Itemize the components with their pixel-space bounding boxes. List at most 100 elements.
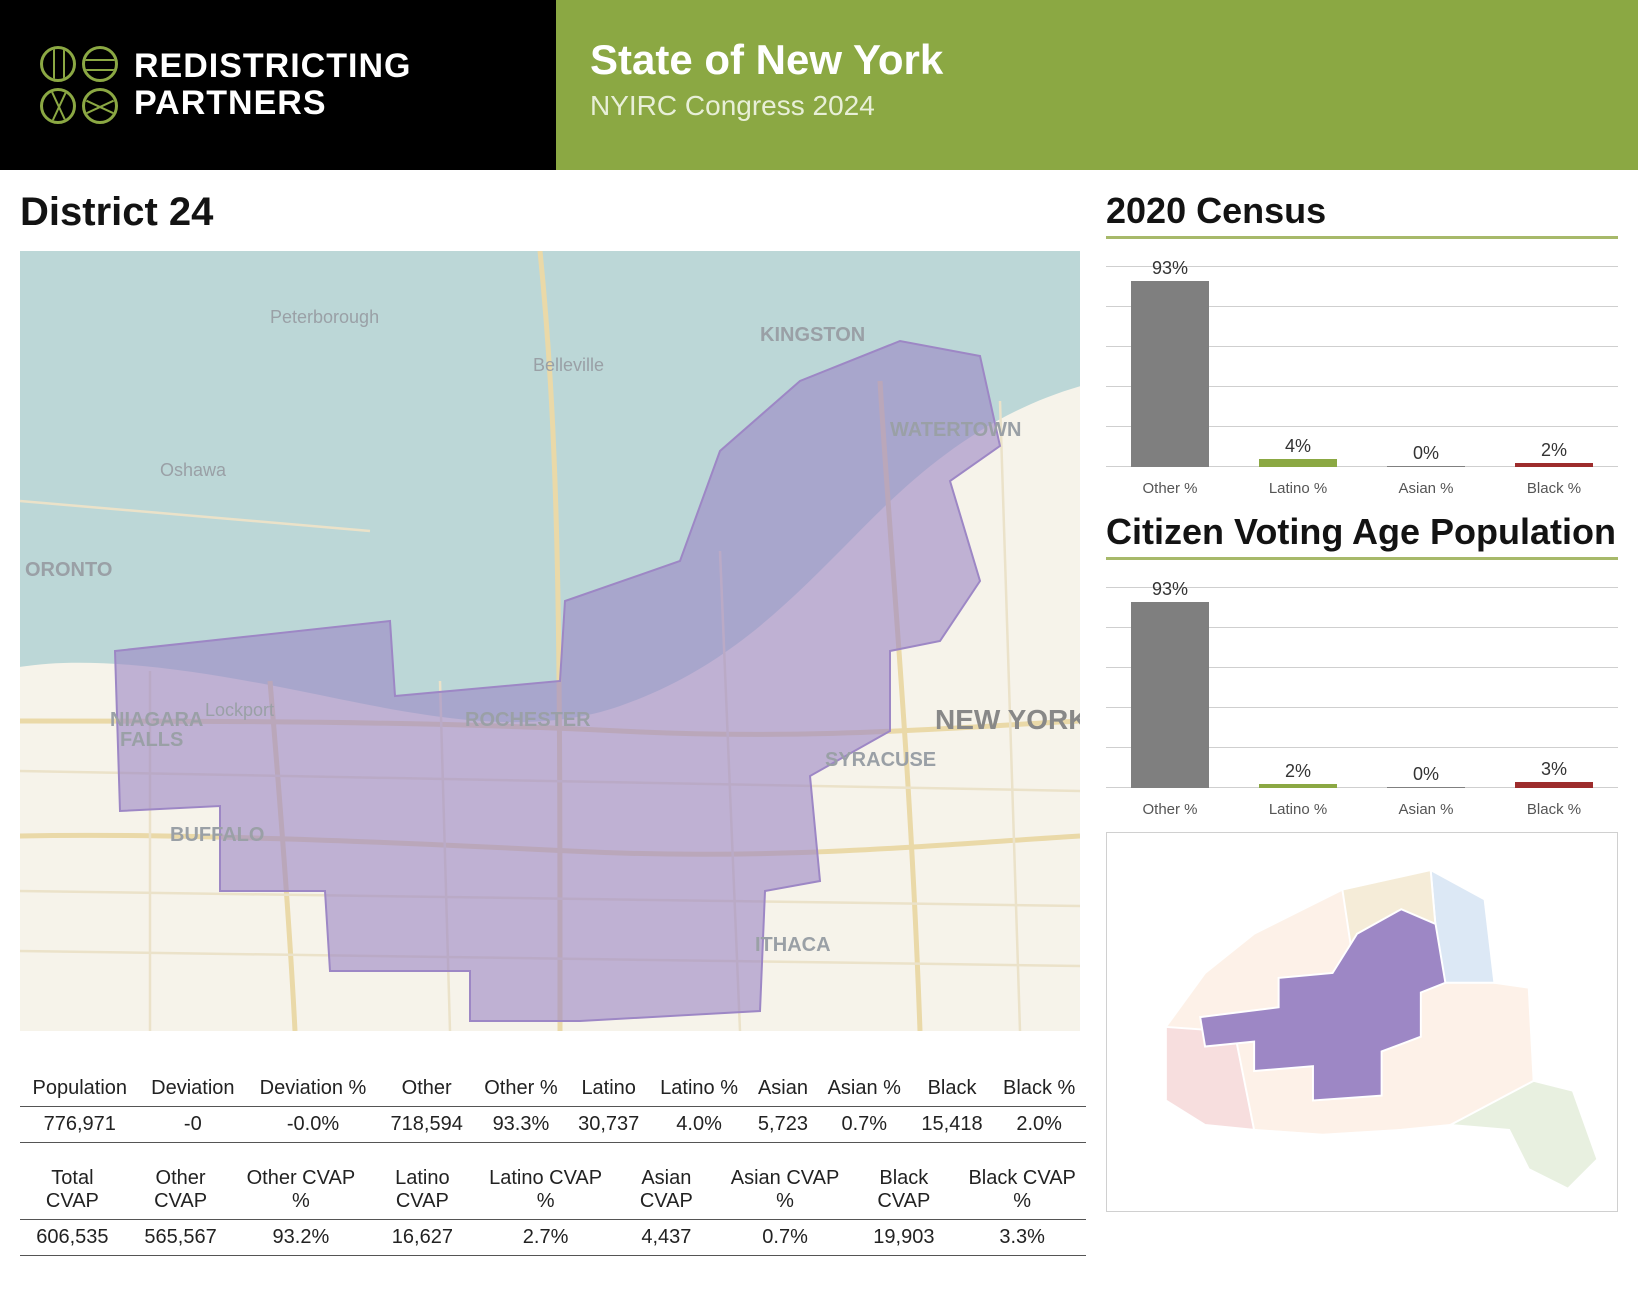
map-city-label: KINGSTON — [760, 324, 865, 346]
table-header: Latino CVAP — [365, 1161, 479, 1220]
axis-label: Latino % — [1234, 801, 1362, 818]
mini-map-svg — [1107, 833, 1617, 1211]
map-city-label: ORONTO — [25, 559, 112, 581]
table-header: Black CVAP — [849, 1161, 958, 1220]
population-table: PopulationDeviationDeviation %OtherOther… — [20, 1071, 1086, 1143]
table-header: Asian — [749, 1071, 817, 1107]
chart-bar: 3% — [1490, 588, 1618, 788]
table-header: Asian CVAP % — [721, 1161, 850, 1220]
table-cell: 19,903 — [849, 1220, 958, 1256]
chart-bar: 2% — [1490, 267, 1618, 467]
table-cell: 2.0% — [992, 1107, 1086, 1143]
axis-label: Asian % — [1362, 480, 1490, 497]
district-map: Peterborough Belleville KINGSTON WATERTOWN O… — [20, 251, 1080, 1031]
district-title: District 24 — [20, 190, 1086, 235]
table-cell: 0.7% — [817, 1107, 912, 1143]
axis-label: Black % — [1490, 801, 1618, 818]
table-header: Latino CVAP % — [479, 1161, 612, 1220]
logo-line1: REDISTRICTING — [134, 48, 411, 85]
table-cell: 15,418 — [912, 1107, 993, 1143]
table-cell: 2.7% — [479, 1220, 612, 1256]
map-city-label: NEW YORK — [935, 704, 1080, 735]
table-cell: 606,535 — [20, 1220, 125, 1256]
table-cell: 0.7% — [721, 1220, 850, 1256]
table-header: Other CVAP — [125, 1161, 237, 1220]
bar-value-label: 4% — [1234, 436, 1362, 457]
axis-label: Black % — [1490, 480, 1618, 497]
logo-block: REDISTRICTING PARTNERS — [0, 0, 556, 170]
table-header: Latino — [568, 1071, 649, 1107]
axis-label: Latino % — [1234, 480, 1362, 497]
table-cell: -0 — [140, 1107, 247, 1143]
table-cell: 4,437 — [612, 1220, 721, 1256]
right-column: 2020 Census 93%4%0%2%Other %Latino %Asia… — [1106, 190, 1618, 1274]
bar-value-label: 3% — [1490, 759, 1618, 780]
map-city-label: WATERTOWN — [890, 419, 1021, 441]
table-header: Black % — [992, 1071, 1086, 1107]
table-cell: 776,971 — [20, 1107, 140, 1143]
bar-value-label: 93% — [1106, 258, 1234, 279]
bar-value-label: 93% — [1106, 579, 1234, 600]
chart-bar: 0% — [1362, 588, 1490, 788]
table-cell: 565,567 — [125, 1220, 237, 1256]
logo-text: REDISTRICTING PARTNERS — [134, 48, 411, 123]
bar-value-label: 0% — [1362, 443, 1490, 464]
state-locator-map — [1106, 832, 1618, 1212]
table-header: Deviation % — [246, 1071, 380, 1107]
map-city-label: Peterborough — [270, 307, 379, 327]
cvap-bar-chart: 93%2%0%3%Other %Latino %Asian %Black % — [1106, 568, 1618, 818]
header-subtitle: NYIRC Congress 2024 — [590, 90, 1638, 122]
logo-line2: PARTNERS — [134, 85, 411, 122]
map-city-label: ITHACA — [755, 934, 831, 956]
logo-circle-icon — [82, 46, 118, 82]
logo-circle-icon — [82, 88, 118, 124]
header-title-block: State of New York NYIRC Congress 2024 — [556, 0, 1638, 170]
content: District 24 — [0, 170, 1638, 1294]
table-header: Asian % — [817, 1071, 912, 1107]
chart-bar: 2% — [1234, 588, 1362, 788]
table-header: Other % — [474, 1071, 569, 1107]
map-city-label: Belleville — [533, 355, 604, 375]
table-cell: 93.2% — [236, 1220, 365, 1256]
map-city-label: BUFFALO — [170, 824, 264, 846]
data-tables: PopulationDeviationDeviation %OtherOther… — [20, 1071, 1086, 1256]
chart-bar: 4% — [1234, 267, 1362, 467]
chart-bar: 93% — [1106, 588, 1234, 788]
table-header: Black CVAP % — [958, 1161, 1086, 1220]
table-header: Population — [20, 1071, 140, 1107]
logo-circle-icon — [40, 46, 76, 82]
table-header: Other — [380, 1071, 474, 1107]
map-svg: Peterborough Belleville KINGSTON WATERTOWN O… — [20, 251, 1080, 1031]
table-header: Black — [912, 1071, 993, 1107]
axis-label: Asian % — [1362, 801, 1490, 818]
table-cell: 4.0% — [649, 1107, 749, 1143]
table-cell: 3.3% — [958, 1220, 1086, 1256]
table-cell: 16,627 — [365, 1220, 479, 1256]
cvap-title: Citizen Voting Age Population — [1106, 511, 1618, 560]
map-city-label: Oshawa — [160, 460, 227, 480]
axis-label: Other % — [1106, 801, 1234, 818]
table-header: Deviation — [140, 1071, 247, 1107]
table-header: Total CVAP — [20, 1161, 125, 1220]
table-cell: 30,737 — [568, 1107, 649, 1143]
map-city-label: SYRACUSE — [825, 749, 936, 771]
table-cell: -0.0% — [246, 1107, 380, 1143]
table-header: Asian CVAP — [612, 1161, 721, 1220]
bar-value-label: 2% — [1234, 761, 1362, 782]
state-title: State of New York — [590, 36, 1638, 84]
bar-value-label: 0% — [1362, 764, 1490, 785]
left-column: District 24 — [20, 190, 1086, 1274]
chart-bar: 0% — [1362, 267, 1490, 467]
table-cell: 718,594 — [380, 1107, 474, 1143]
cvap-table: Total CVAPOther CVAPOther CVAP %Latino C… — [20, 1161, 1086, 1256]
header: REDISTRICTING PARTNERS State of New York… — [0, 0, 1638, 170]
table-header: Other CVAP % — [236, 1161, 365, 1220]
chart-bar: 93% — [1106, 267, 1234, 467]
census-bar-chart: 93%4%0%2%Other %Latino %Asian %Black % — [1106, 247, 1618, 497]
axis-label: Other % — [1106, 480, 1234, 497]
map-city-label: FALLS — [120, 729, 183, 751]
table-header: Latino % — [649, 1071, 749, 1107]
census-title: 2020 Census — [1106, 190, 1618, 239]
map-city-label: Lockport — [205, 700, 274, 720]
logo-icon-grid — [40, 46, 118, 124]
